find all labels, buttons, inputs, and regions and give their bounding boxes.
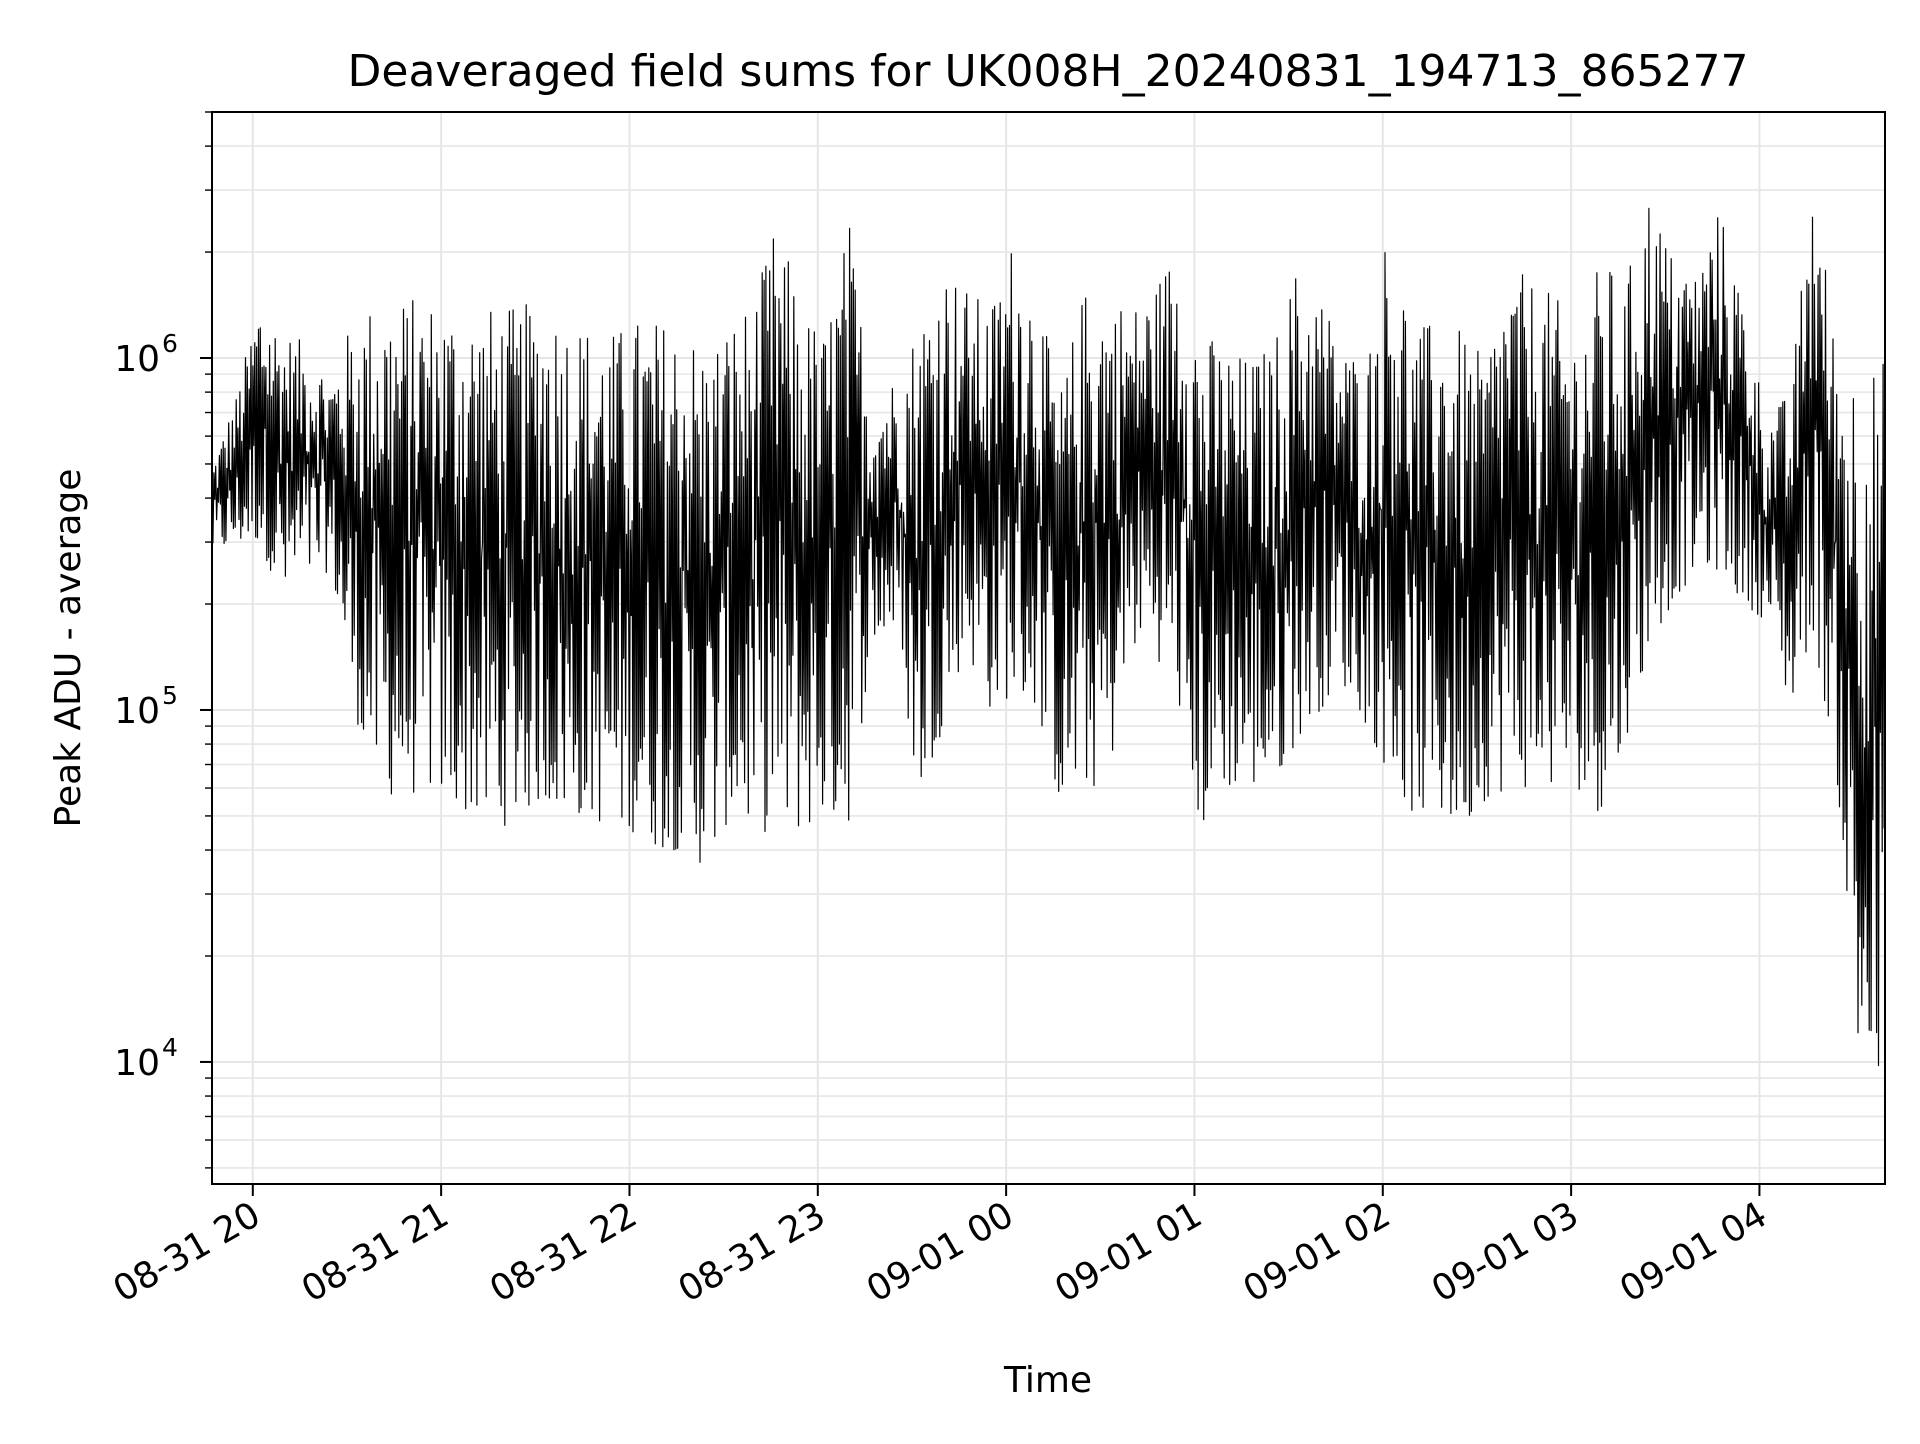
- chart-title: Deaveraged field sums for UK008H_2024083…: [348, 46, 1749, 97]
- series-line: [211, 207, 1886, 1067]
- y-tick-label: 10 6: [114, 329, 178, 380]
- y-tick-label-base: 10: [114, 691, 160, 732]
- x-axis-label: Time: [1003, 1360, 1092, 1401]
- grid: [212, 111, 1885, 1184]
- y-tick-label: 10 5: [114, 681, 178, 732]
- y-axis-label: Peak ADU - average: [48, 469, 89, 828]
- series-layer: [211, 207, 1886, 1067]
- y-tick-label: 10 4: [114, 1033, 178, 1084]
- y-tick-label-base: 10: [114, 1043, 160, 1084]
- plot-area-frame: [211, 111, 1886, 1185]
- y-tick-label-exponent: 5: [162, 681, 178, 710]
- y-tick-label-base: 10: [114, 339, 160, 380]
- y-tick-label-exponent: 4: [162, 1033, 178, 1062]
- y-tick-label-exponent: 6: [162, 329, 178, 358]
